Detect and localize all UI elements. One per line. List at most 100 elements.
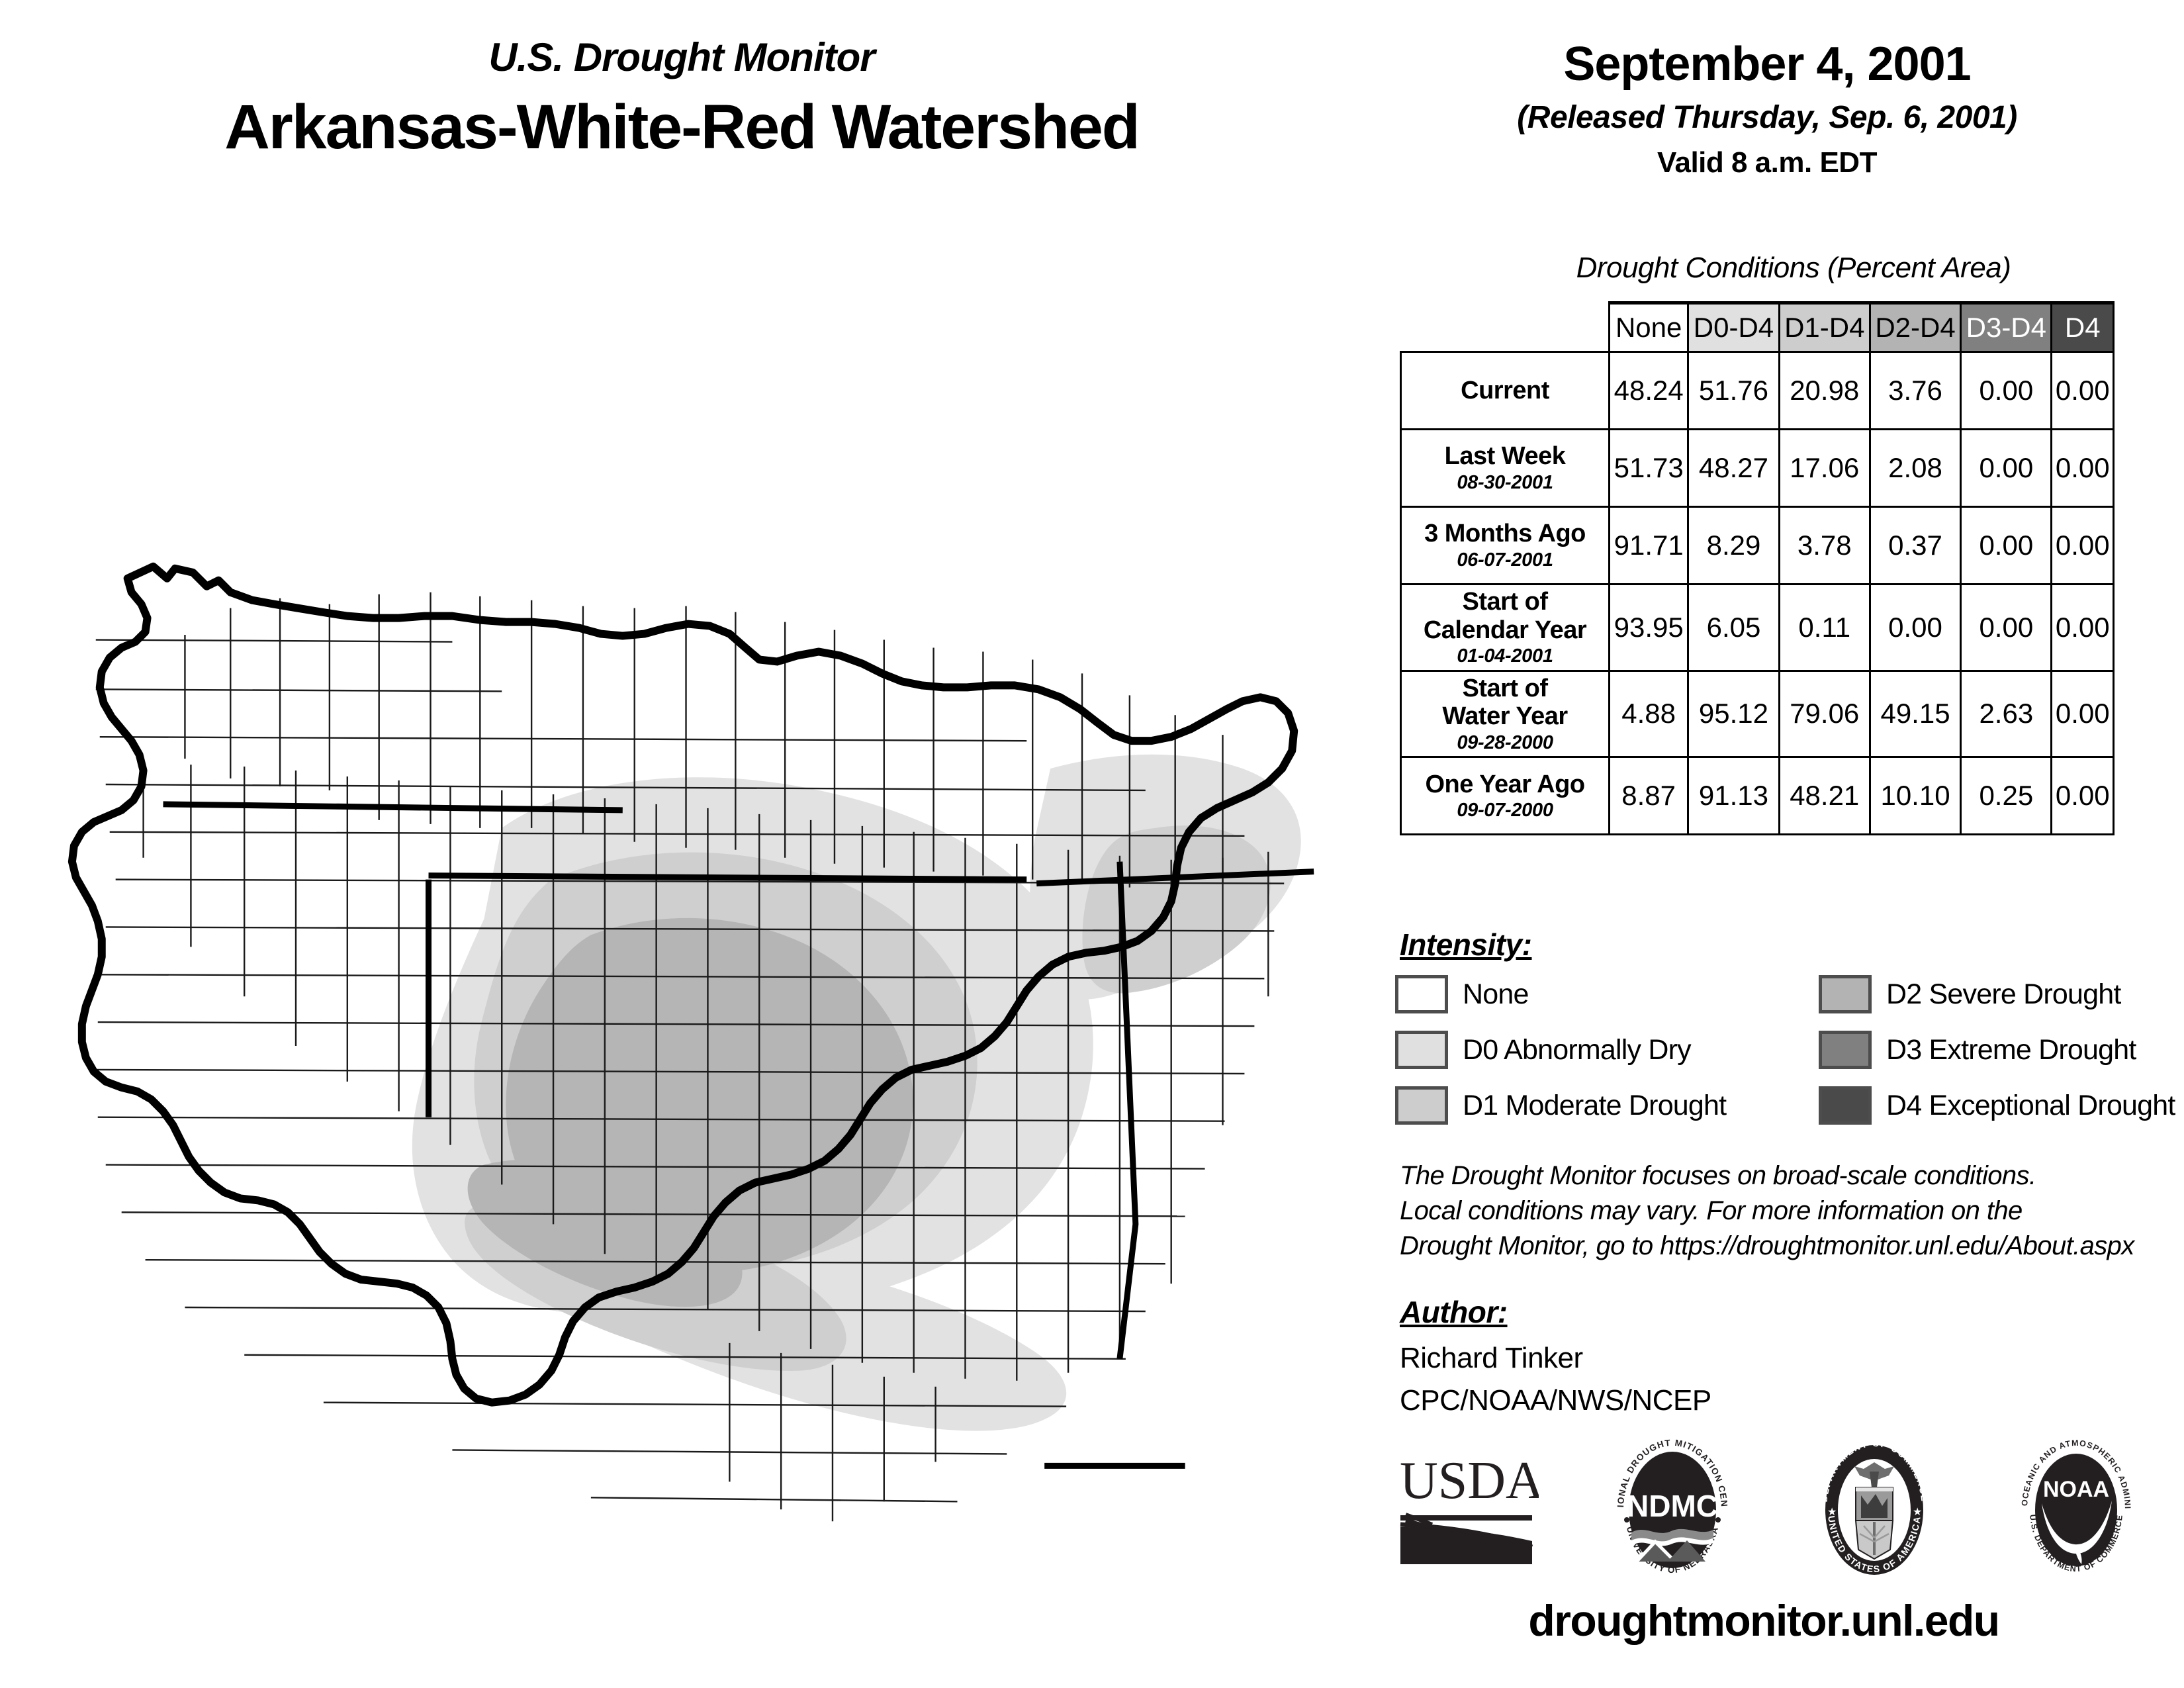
svg-text:NOAA: NOAA [2043,1477,2109,1502]
row-label-date: 09-07-2000 [1457,800,1553,821]
cell-d2-d4: 2.08 [1868,428,1962,508]
legend-item-d2: D2 Severe Drought [1819,975,2136,1013]
agency-logos: USDA NATIONAL DROUGHT MITIGATION CENTER … [1396,1424,2144,1587]
county-boundaries [95,592,1285,1522]
row-label-1: Last Week 08-30-2001 [1400,428,1610,508]
drought-conditions-table: None D0-D4 D1-D4 D2-D4 D3-D4 D4 Current 4… [1400,301,2115,836]
doc-seal-logo: DEPARTMENT OF COMMERCE UNITED STATES OF … [1807,1432,1942,1587]
legend-label-d2: D2 Severe Drought [1886,978,2121,1010]
row-label-4: Start of Water Year 09-28-2000 [1400,669,1610,759]
legend-swatch-none [1395,975,1448,1013]
cell-d3-d4: 2.63 [1960,669,2053,759]
row-label-text: Start of [1462,588,1549,616]
intensity-legend-title: Intensity: [1400,927,1532,962]
row-label-text: Water Year [1442,702,1568,731]
cell-d2-d4: 3.76 [1868,351,1962,430]
cell-d1-d4: 79.06 [1778,669,1871,759]
row-label-text: Current [1461,376,1549,404]
cell-none: 48.24 [1608,351,1690,430]
cell-d2-d4: 0.00 [1868,583,1962,672]
cell-d0-d4: 8.29 [1687,506,1780,585]
cell-d4: 0.00 [2050,351,2115,430]
legend-item-d1: D1 Moderate Drought [1395,1086,1819,1125]
legend-swatch-d3 [1819,1031,1872,1069]
cell-none: 4.88 [1608,669,1690,759]
cell-none: 8.87 [1608,756,1690,836]
title-block: U.S. Drought Monitor Arkansas-White-Red … [0,36,1363,162]
row-label-3: Start of Calendar Year 01-04-2001 [1400,583,1610,672]
column-header-d4: D4 [2050,301,2115,353]
row-label-text: 3 Months Ago [1424,520,1586,548]
valid-date: September 4, 2001 [1563,38,1971,91]
cell-d3-d4: 0.25 [1960,756,2053,836]
cell-d4: 0.00 [2050,428,2115,508]
legend-item-d4: D4 Exceptional Drought [1819,1086,2175,1125]
row-label-text: Last Week [1444,442,1566,471]
row-label-date: 09-28-2000 [1457,731,1553,753]
cell-d1-d4: 17.06 [1778,428,1871,508]
cell-d1-d4: 48.21 [1778,756,1871,836]
cell-d3-d4: 0.00 [1960,351,2053,430]
state-line-co-nm [163,801,623,814]
release-date: (Released Thursday, Sep. 6, 2001) [1517,99,2017,135]
cell-d0-d4: 6.05 [1687,583,1780,672]
table-body: Current 48.24 51.76 20.98 3.76 0.00 0.00 Last W… [1400,351,2115,836]
map-panel[interactable] [36,530,1353,1562]
legend-item-d0: D0 Abnormally Dry [1395,1031,1819,1069]
author-name: Richard Tinker [1400,1342,1583,1374]
site-url: droughtmonitor.unl.edu [1528,1596,2000,1645]
row-label-text: Start of [1462,674,1549,702]
date-block: September 4, 2001 (Released Thursday, Se… [1469,38,2065,179]
cell-d4: 0.00 [2050,669,2115,759]
table-row: 3 Months Ago 06-07-2001 91.71 8.29 3.78 0.37 0… [1400,506,2115,585]
table-caption: Drought Conditions (Percent Area) [1576,252,2011,284]
table-row: Start of Water Year 09-28-2000 4.88 95.12 79.… [1400,669,2115,759]
page-title: Arkansas-White-Red Watershed [224,92,1140,162]
program-subtitle: U.S. Drought Monitor [488,35,875,79]
cell-none: 91.71 [1608,506,1690,585]
author-label: Author: [1400,1295,1508,1329]
row-label-2: 3 Months Ago 06-07-2001 [1400,506,1610,585]
author-block: Richard Tinker CPC/NOAA/NWS/NCEP [1400,1337,1711,1422]
column-header-d0d4: D0-D4 [1687,301,1780,353]
cell-d4: 0.00 [2050,756,2115,836]
disclaimer-line-2: Local conditions may vary. For more info… [1400,1196,2023,1226]
svg-text:USDA: USDA [1400,1452,1539,1510]
legend-item-none: None [1395,975,1819,1013]
column-header-d2d4: D2-D4 [1868,301,1962,353]
legend-item-d3: D3 Extreme Drought [1819,1031,2136,1069]
valid-time: Valid 8 a.m. EDT [1657,146,1877,179]
svg-text:★: ★ [1913,1507,1922,1518]
legend-swatch-d0 [1395,1031,1448,1069]
table-corner-cell [1400,303,1610,352]
legend-label-d1: D1 Moderate Drought [1463,1089,1727,1121]
cell-d0-d4: 48.27 [1687,428,1780,508]
watershed-map-render [68,562,1314,1522]
cell-d3-d4: 0.00 [1960,428,2053,508]
table-row: Start of Calendar Year 01-04-2001 93.95 6.05… [1400,583,2115,672]
row-label-0: Current [1400,351,1610,430]
disclaimer-line-1: The Drought Monitor focuses on broad-sca… [1400,1161,2036,1190]
column-header-d3d4: D3-D4 [1960,301,2053,353]
cell-d3-d4: 0.00 [1960,583,2053,672]
legend-label-none: None [1463,978,1529,1010]
cell-d0-d4: 51.76 [1687,351,1780,430]
cell-d0-d4: 95.12 [1687,669,1780,759]
svg-text:NDMC: NDMC [1627,1489,1718,1523]
table-header-row: None D0-D4 D1-D4 D2-D4 D3-D4 D4 [1400,301,2115,353]
row-label-date: 01-04-2001 [1457,645,1553,667]
cell-d1-d4: 0.11 [1778,583,1871,672]
table-row: Last Week 08-30-2001 51.73 48.27 17.06 2.08 0.… [1400,428,2115,508]
row-label-text: One Year Ago [1425,770,1585,798]
disclaimer-line-3: Drought Monitor, go to https://droughtmo… [1400,1231,2134,1261]
state-line-ar-tx [1116,861,1139,1360]
legend-label-d3: D3 Extreme Drought [1886,1033,2136,1066]
row-label-date: 08-30-2001 [1457,472,1553,494]
watershed-outline [68,562,1298,1407]
arkansas-white-red-watershed-map[interactable] [36,530,1353,1562]
cell-d1-d4: 20.98 [1778,351,1871,430]
cell-d2-d4: 10.10 [1868,756,1962,836]
column-header-d1d4: D1-D4 [1778,301,1871,353]
cell-none: 51.73 [1608,428,1690,508]
cell-d2-d4: 49.15 [1868,669,1962,759]
